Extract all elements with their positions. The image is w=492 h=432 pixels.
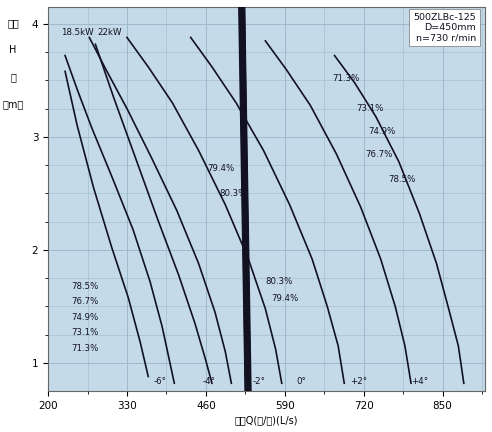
Text: +4°: +4° <box>411 377 428 385</box>
Text: 80.3%: 80.3% <box>219 189 246 198</box>
Text: 74.9%: 74.9% <box>71 313 98 322</box>
Text: 79.4%: 79.4% <box>207 164 234 173</box>
Text: H: H <box>9 45 17 55</box>
Text: 18.5kW: 18.5kW <box>61 29 93 38</box>
Text: 22kW: 22kW <box>98 29 122 38</box>
Text: -6°: -6° <box>154 377 167 385</box>
Text: （m）: （m） <box>2 99 24 109</box>
Text: 74.9%: 74.9% <box>369 127 396 136</box>
Text: -4°: -4° <box>202 377 215 385</box>
Text: 76.7%: 76.7% <box>365 150 392 159</box>
Text: 71.3%: 71.3% <box>332 73 360 83</box>
Text: 500ZLBc-125
D=450mm
n=730 r/min: 500ZLBc-125 D=450mm n=730 r/min <box>413 13 476 42</box>
Text: 78.5%: 78.5% <box>71 282 98 291</box>
Text: +2°: +2° <box>350 377 368 385</box>
Text: 73.1%: 73.1% <box>356 104 384 113</box>
Text: 73.1%: 73.1% <box>71 328 98 337</box>
Text: 79.4%: 79.4% <box>272 294 299 303</box>
Text: 扬程: 扬程 <box>7 19 19 29</box>
X-axis label: 流量Q(升/秒)(L/s): 流量Q(升/秒)(L/s) <box>235 415 298 425</box>
Text: 78.5%: 78.5% <box>388 175 415 184</box>
Text: 80.3%: 80.3% <box>265 277 293 286</box>
Text: 米: 米 <box>10 72 16 82</box>
Text: -2°: -2° <box>253 377 266 385</box>
Text: 0°: 0° <box>297 377 307 385</box>
Text: 76.7%: 76.7% <box>71 297 98 306</box>
Text: 71.3%: 71.3% <box>71 344 98 353</box>
